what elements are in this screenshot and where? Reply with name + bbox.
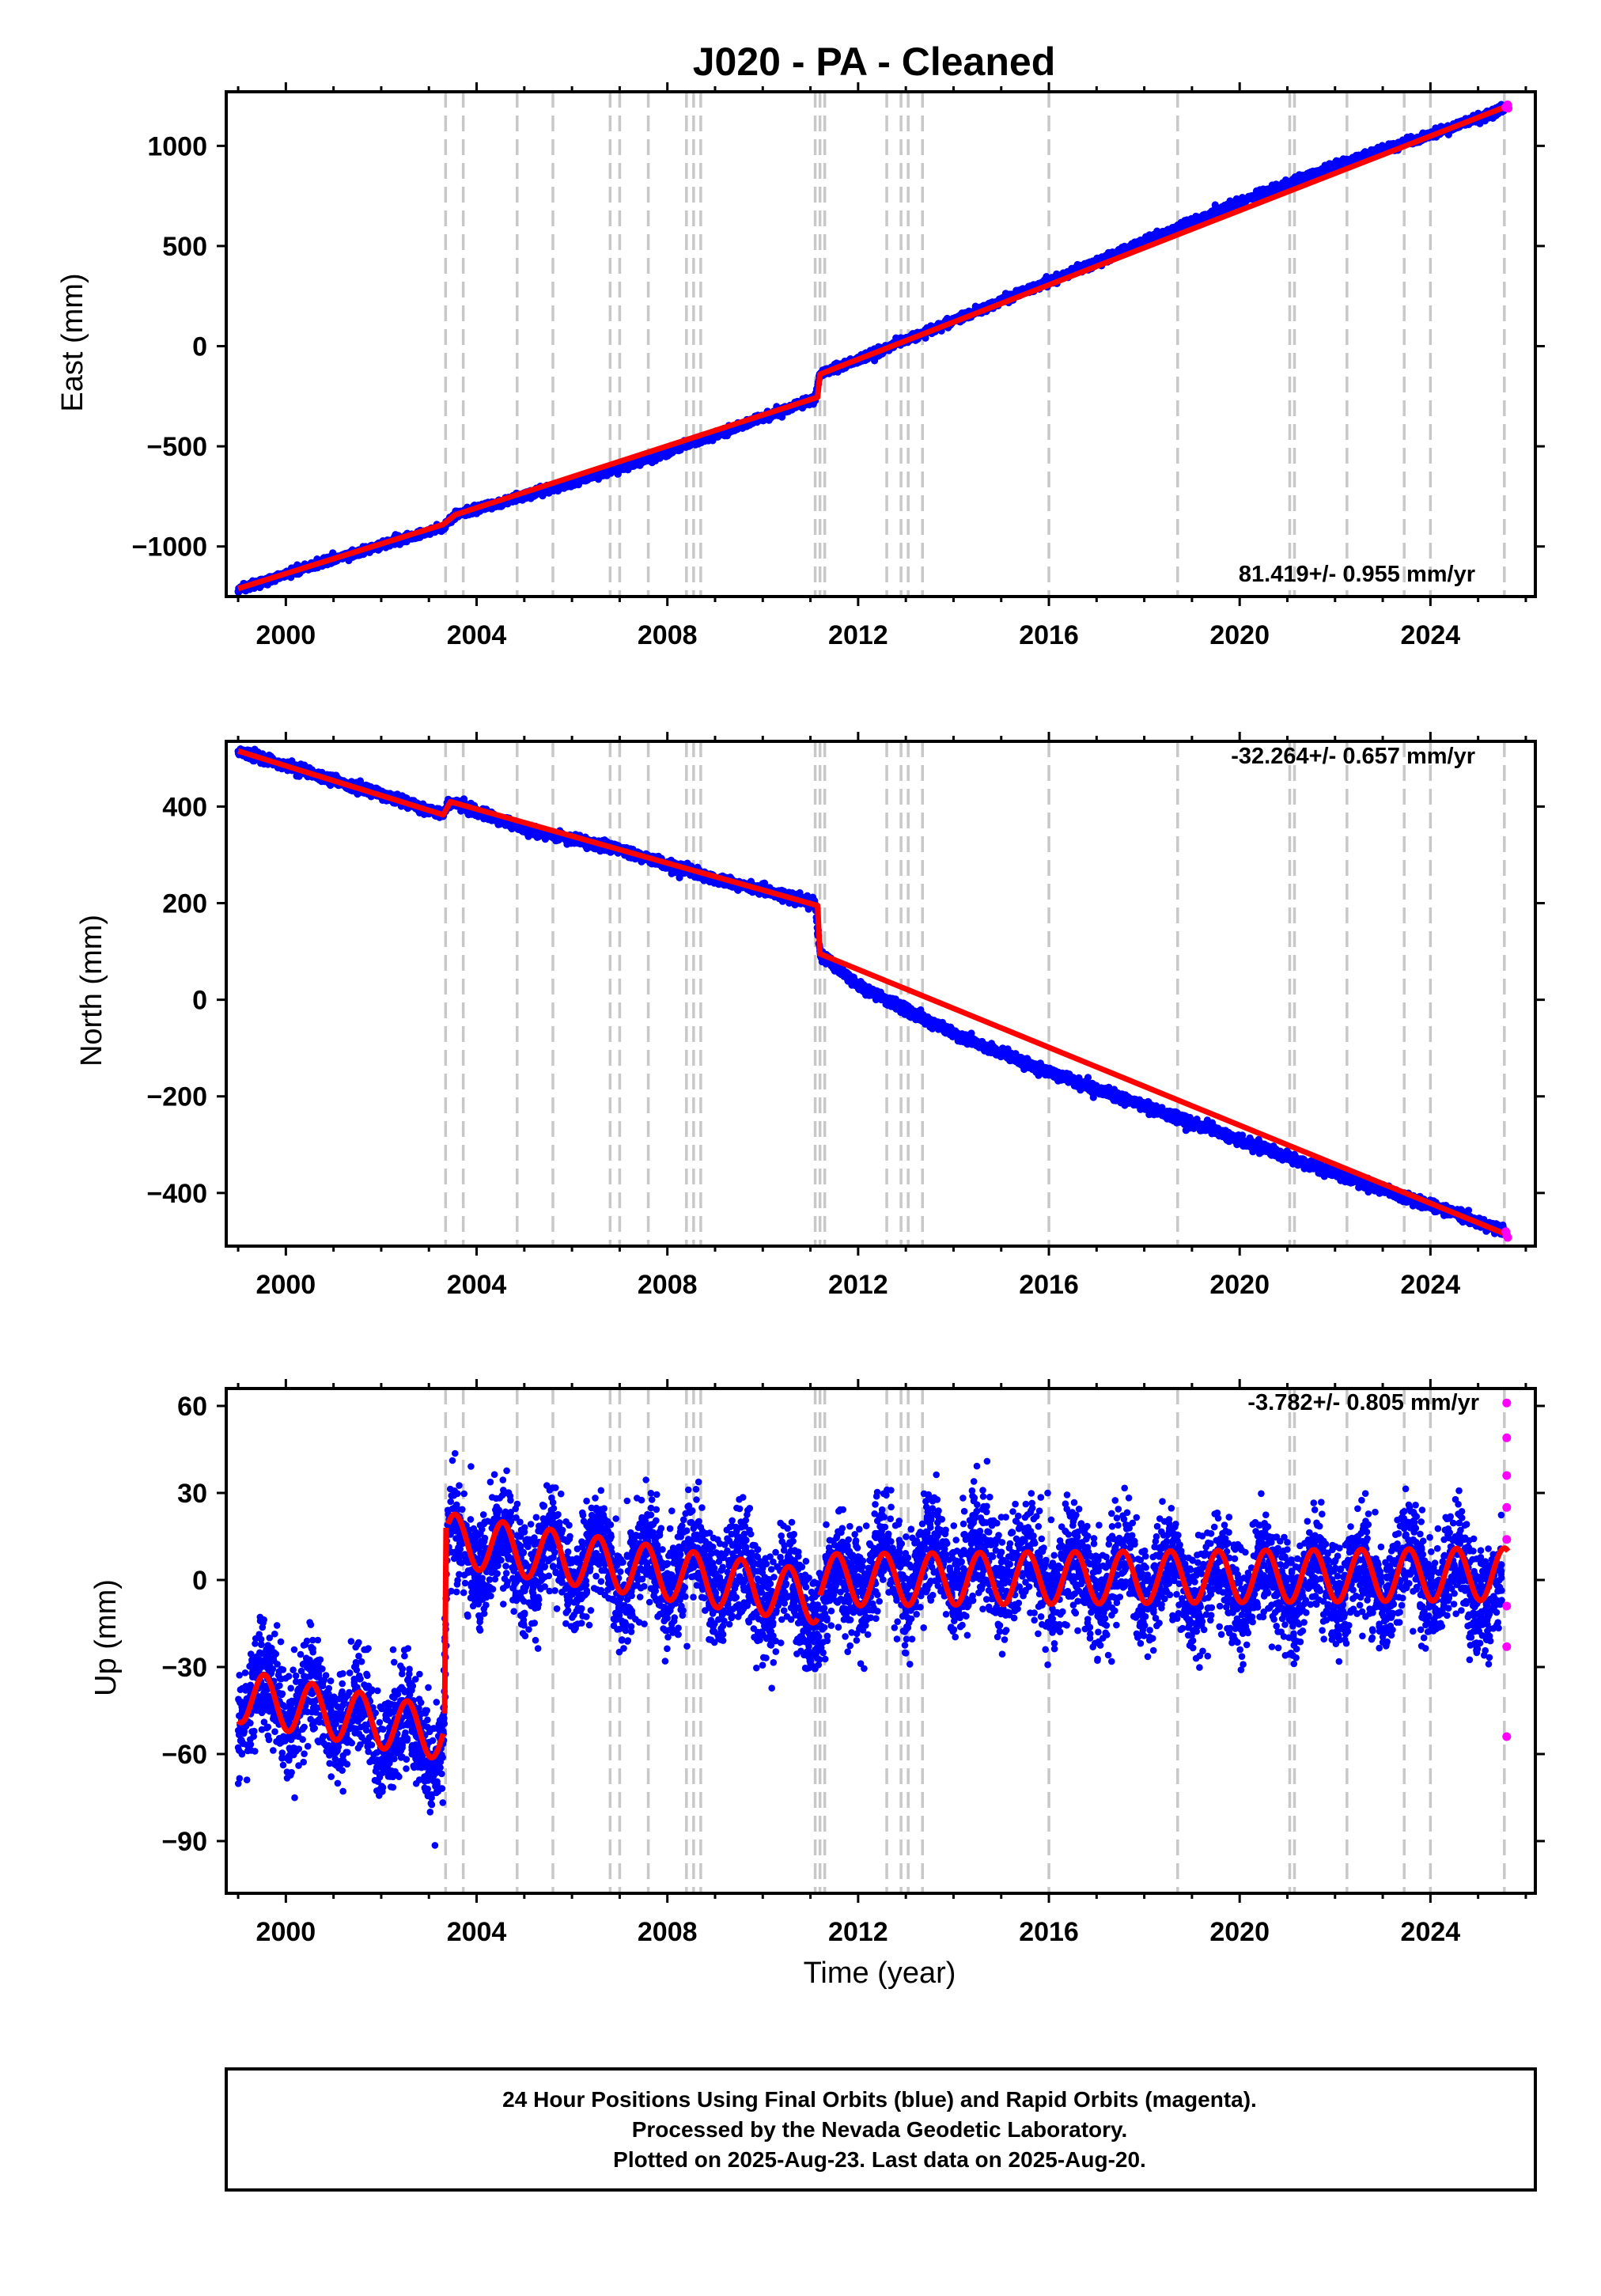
east-panel: East (mm) 2000 2004 2008 2012 2016 2020 2024 −1… bbox=[56, 82, 1545, 650]
east-rate-label: 81.419+/- 0.955 mm/yr bbox=[1239, 562, 1475, 587]
east-plot-area bbox=[234, 92, 1513, 597]
north-ylabel: North (mm) bbox=[75, 915, 108, 1067]
y-tick-label: 1000 bbox=[147, 131, 207, 161]
north-panel: North (mm) 2000 2004 2008 2012 2016 2020 2024−… bbox=[75, 732, 1545, 1300]
east-frame bbox=[225, 90, 1537, 598]
x-tick-label: 2012 bbox=[828, 620, 888, 650]
x-tick-label: 2020 bbox=[1209, 620, 1270, 650]
x-tick-label: 2004 bbox=[447, 620, 507, 650]
east-final-orbit-points bbox=[234, 100, 1508, 597]
figure-title: J020 - PA - Cleaned bbox=[693, 40, 1056, 84]
y-tick-label: 500 bbox=[162, 232, 207, 262]
x-tick-label: 2016 bbox=[1019, 620, 1079, 650]
north-plot-area bbox=[234, 741, 1512, 1246]
x-tick-label: 2024 bbox=[1401, 620, 1461, 650]
east-ylabel: East (mm) bbox=[56, 273, 89, 411]
model-line bbox=[237, 103, 1509, 592]
north-final-orbit-points bbox=[234, 745, 1508, 1238]
y-tick-label: −500 bbox=[146, 432, 207, 462]
rapid-orbit-point bbox=[1504, 104, 1513, 113]
x-tick-label: 2008 bbox=[638, 620, 698, 650]
y-tick-label: −1000 bbox=[132, 532, 208, 563]
east-rapid-orbit-points bbox=[1501, 100, 1513, 113]
y-tick-label: 0 bbox=[192, 332, 207, 362]
x-tick-label: 2000 bbox=[256, 620, 316, 650]
